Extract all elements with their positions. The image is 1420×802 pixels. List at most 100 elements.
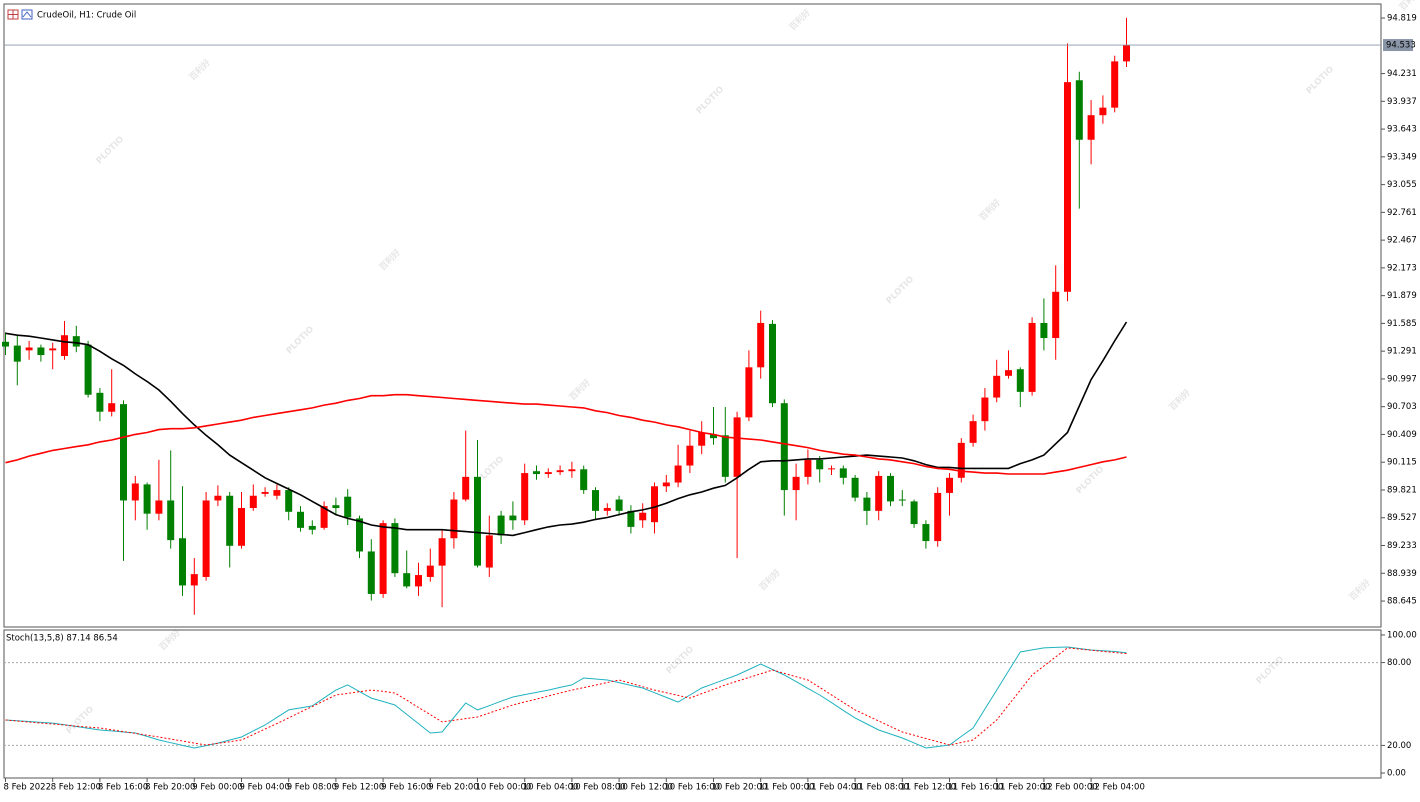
- candle-body: [698, 432, 706, 446]
- x-tick-label: 10 Feb 04:00: [523, 783, 579, 793]
- candle-body: [72, 336, 80, 347]
- x-tick-label: 10 Feb 20:00: [712, 783, 768, 793]
- y-tick-label: 0.00: [1387, 769, 1406, 779]
- y-tick-label: 92.173: [1387, 263, 1417, 273]
- y-tick-label: 92.761: [1387, 208, 1417, 218]
- candle-body: [356, 518, 363, 552]
- candle-body: [674, 465, 682, 483]
- candle-body: [792, 476, 800, 491]
- candle-body: [780, 403, 788, 491]
- y-tick-label: 90.997: [1387, 374, 1417, 384]
- candle-body: [1099, 107, 1107, 116]
- x-tick-label: 10 Feb 08:00: [570, 783, 626, 793]
- stoch-panel: [3, 629, 1382, 779]
- candle-body: [568, 469, 576, 472]
- candle-body: [450, 499, 458, 539]
- candle-body: [332, 505, 340, 509]
- candle-body: [757, 322, 765, 368]
- candle-body: [1087, 115, 1095, 140]
- candle-body: [391, 523, 399, 574]
- x-tick-label: 8 Feb 2022: [4, 783, 52, 793]
- candle-body: [273, 490, 281, 496]
- candle-body: [521, 473, 529, 521]
- y-tick-label: 89.821: [1387, 485, 1417, 495]
- y-tick-label: 90.703: [1387, 402, 1417, 412]
- candle-body: [285, 490, 293, 512]
- y-tick-label: 88.939: [1387, 569, 1417, 579]
- candle-body: [367, 551, 375, 594]
- candle-body: [131, 483, 139, 501]
- candle-body: [804, 459, 812, 477]
- last-price-label: 94.533: [1386, 41, 1416, 51]
- candle-body: [887, 475, 894, 502]
- x-tick-label: 8 Feb 16:00: [98, 783, 148, 793]
- candle-body: [96, 392, 104, 412]
- candle-body: [1111, 61, 1119, 108]
- indicator-line: [5, 647, 1127, 746]
- candle-body: [238, 508, 245, 546]
- candle-body: [981, 397, 989, 422]
- x-tick-label: 9 Feb 20:00: [428, 783, 478, 793]
- candle-body: [84, 344, 92, 395]
- candle-body: [120, 404, 127, 501]
- y-tick-label: 90.409: [1387, 430, 1417, 440]
- y-tick-label: 91.879: [1387, 291, 1417, 301]
- y-tick-label: 94.819: [1387, 14, 1417, 24]
- candle-body: [143, 484, 151, 514]
- candle-body: [462, 476, 470, 500]
- x-tick-label: 11 Feb 04:00: [806, 783, 862, 793]
- candle-body: [426, 565, 434, 577]
- x-tick-label: 8 Feb 12:00: [51, 783, 101, 793]
- candle-body: [474, 476, 481, 566]
- candle-body: [379, 523, 387, 594]
- candle-body: [627, 510, 635, 527]
- x-tick-label: 11 Feb 12:00: [900, 783, 956, 793]
- candle-body: [828, 468, 835, 470]
- candle-body: [816, 459, 824, 470]
- candle-body: [946, 477, 953, 493]
- indicator-line: [5, 393, 1127, 475]
- candle-body: [249, 495, 257, 509]
- candle-body: [485, 535, 493, 568]
- candle-body: [1064, 82, 1071, 292]
- x-tick-label: 10 Feb 12:00: [617, 783, 673, 793]
- candle-body: [1052, 291, 1060, 339]
- candle-body: [25, 347, 33, 351]
- candle-body: [875, 475, 883, 511]
- candle-body: [533, 471, 540, 475]
- candle-body: [438, 538, 446, 566]
- candle-body: [214, 495, 222, 501]
- candle-body: [556, 470, 564, 473]
- candle-body: [297, 511, 304, 528]
- y-tick-label: 93.349: [1387, 152, 1417, 162]
- last-price-box: [1383, 39, 1413, 52]
- candle-body: [403, 573, 411, 587]
- candle-body: [1123, 45, 1130, 62]
- main-panel: [3, 3, 1382, 628]
- y-tick-label: 88.645: [1387, 597, 1417, 607]
- y-tick-label: 20.00: [1387, 741, 1411, 751]
- candle-body: [851, 477, 859, 498]
- candle-body: [497, 515, 505, 536]
- candle-body: [910, 501, 918, 525]
- candle-body: [1040, 322, 1048, 339]
- x-tick-label: 11 Feb 16:00: [948, 783, 1004, 793]
- candle-body: [509, 515, 517, 521]
- x-tick-label: 9 Feb 00:00: [192, 783, 242, 793]
- candle-body: [261, 491, 269, 494]
- chart-title: CrudeOil, H1: Crude Oil: [37, 11, 136, 21]
- candle-body: [686, 445, 694, 466]
- candle-body: [721, 435, 729, 477]
- symbol-icon: [7, 9, 33, 20]
- candle-body: [308, 525, 316, 530]
- candle-body: [651, 486, 658, 523]
- y-tick-label: 94.231: [1387, 69, 1417, 79]
- indicator-line: [5, 321, 1128, 537]
- indicator-line: [5, 646, 1127, 749]
- x-tick-label: 12 Feb 00:00: [1042, 783, 1098, 793]
- candle-body: [544, 472, 552, 475]
- candle-body: [1075, 80, 1083, 140]
- candle-body: [863, 497, 871, 511]
